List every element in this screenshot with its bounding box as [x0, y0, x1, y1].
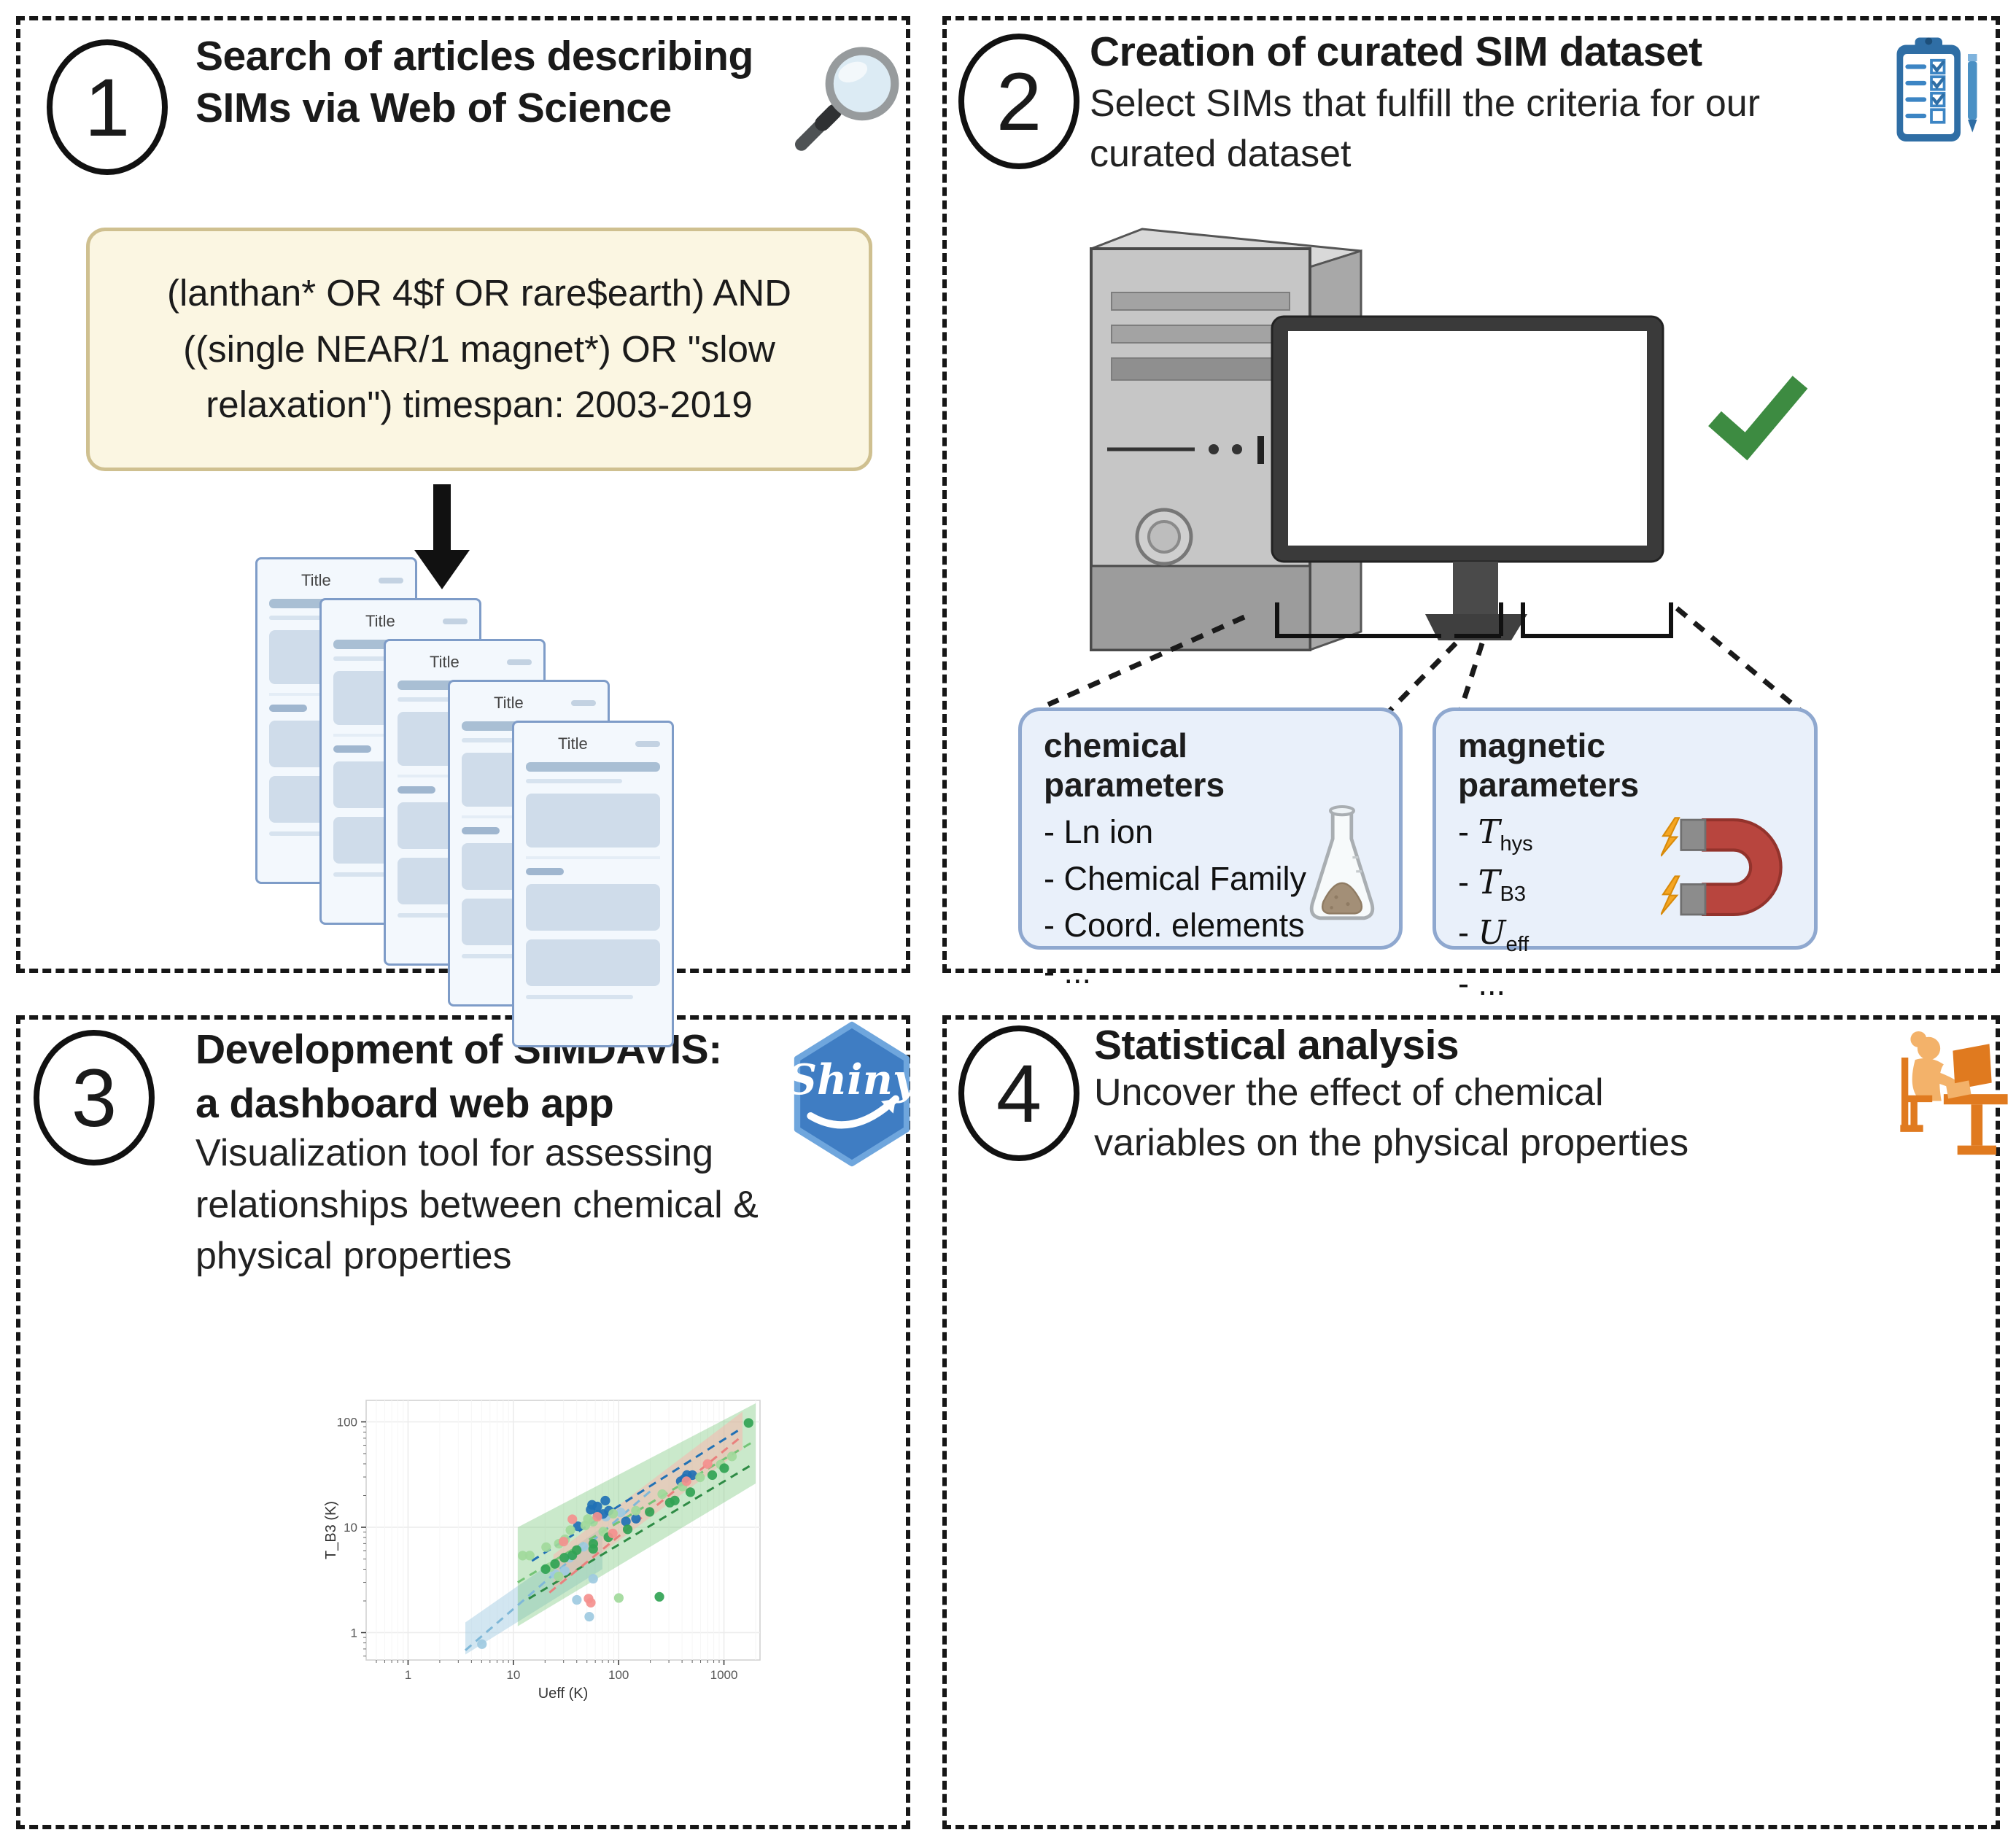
- article-pill: [462, 827, 500, 834]
- step-number-1: 1: [47, 39, 168, 175]
- clipboard-checklist-icon: [1896, 37, 1977, 141]
- chemical-parameter-item: - Ln ion: [1044, 813, 1154, 850]
- panel-2-curated-dataset: 2 Creation of curated SIM dataset Select…: [942, 16, 2000, 1002]
- svg-text:1: 1: [351, 1626, 357, 1640]
- article-card-dash: [507, 659, 532, 665]
- magnetic-parameter-item: - ...: [1458, 964, 1505, 1002]
- panel-2-subtitle: Select SIMs that fulfill the criteria fo…: [1090, 82, 1761, 176]
- article-card-dash: [635, 741, 660, 747]
- panel-4-subtitle: Uncover the effect of chemical variables…: [1094, 1071, 1689, 1165]
- svg-text:10: 10: [344, 1521, 357, 1535]
- person-at-desk-icon: [1900, 1031, 2008, 1155]
- article-line: [462, 738, 559, 742]
- panel-1-article-search: 1 Search of articles describing SIMs via…: [16, 16, 910, 1047]
- svg-text:100: 100: [608, 1668, 629, 1682]
- article-card-title: Title: [365, 612, 395, 630]
- computer-scene: [1047, 228, 1808, 722]
- article-card-header: Title: [462, 694, 596, 713]
- magnetic-parameters-box: magnetic parameters - Thys - TB3 - Ueff - .…: [1432, 707, 1818, 1002]
- dashed-connectors: [1047, 606, 1802, 722]
- article-divider: [526, 856, 660, 859]
- article-line: [526, 779, 623, 783]
- panel-1-title: Search of articles describing SIMs via W…: [195, 33, 753, 131]
- step-number-4: 4: [958, 1025, 1079, 1161]
- article-card-title: Title: [558, 734, 588, 753]
- article-block: [526, 794, 660, 848]
- check-icon: [1708, 376, 1808, 461]
- article-block: [526, 884, 660, 931]
- svg-text:100: 100: [337, 1415, 357, 1429]
- article-pill: [269, 705, 307, 712]
- panel-4-title: Statistical analysis: [1094, 1022, 1459, 1069]
- wos-query-box: (lanthan* OR 4$f OR rare$earth) AND ((si…: [86, 228, 872, 471]
- article-line: [269, 616, 366, 620]
- article-pill: [526, 868, 564, 875]
- shiny-logo-icon: Shiny: [789, 1021, 915, 1167]
- article-line: [398, 697, 495, 702]
- article-card-header: Title: [333, 612, 468, 631]
- article-line: [333, 656, 430, 661]
- flask-icon: [1309, 805, 1375, 920]
- article-card-dash: [571, 700, 596, 706]
- magnetic-parameter-item: - Thys: [1458, 813, 1533, 856]
- chemical-parameters-title: chemical parameters: [1044, 726, 1225, 804]
- article-card-header: Title: [526, 734, 660, 753]
- article-stack: Title Title Title Title Title: [255, 557, 693, 1047]
- svg-text:T_B3 (K): T_B3 (K): [324, 1501, 339, 1559]
- article-pill: [333, 745, 371, 753]
- article-block: [526, 939, 660, 986]
- chemical-parameter-item: - Coord. elements: [1044, 906, 1305, 944]
- article-card: Title: [512, 721, 674, 1047]
- article-line: [526, 995, 634, 999]
- monitor-icon: [1271, 315, 1664, 640]
- svg-text:1: 1: [405, 1668, 411, 1682]
- article-card-title: Title: [430, 653, 460, 671]
- svg-text:10: 10: [506, 1668, 520, 1682]
- article-bar: [526, 762, 660, 772]
- svg-text:Ueff (K): Ueff (K): [538, 1686, 589, 1702]
- magnetic-parameter-item: - Ueff: [1458, 913, 1530, 957]
- magnetic-parameters-title: magnetic parameters: [1458, 726, 1640, 804]
- magnetic-parameter-item: - TB3: [1458, 863, 1526, 907]
- article-pill: [398, 786, 435, 794]
- panel-2-title: Creation of curated SIM dataset: [1090, 28, 1702, 75]
- desk-bracket-lines: [1275, 602, 1673, 638]
- chemical-parameter-item: - ...: [1044, 953, 1091, 990]
- article-card-title: Title: [301, 571, 331, 589]
- panel-3-title: Development of SIMDAVIS: a dashboard web…: [195, 1026, 722, 1128]
- chemical-parameter-item: - Chemical Family: [1044, 859, 1307, 897]
- panel-3-subtitle: Visualization tool for assessing relatio…: [195, 1132, 759, 1278]
- chemical-parameters-box: chemical parameters - Ln ion - Chemical F…: [1018, 707, 1403, 990]
- article-card-header: Title: [269, 571, 403, 590]
- scatter-plot: 1 10 100 1000 1 10 100 Ueff (K) T_B3 (K): [324, 1400, 761, 1702]
- step-number-2: 2: [958, 34, 1079, 169]
- article-card-dash: [379, 578, 403, 583]
- article-card-title: Title: [494, 694, 524, 712]
- chemical-parameters-list: - Ln ion - Chemical Family - Coord. elemen…: [1044, 809, 1377, 996]
- panel-4-statistical-analysis: 4 Statistical analysis Uncover the effec…: [942, 1015, 2008, 1829]
- article-card-header: Title: [398, 653, 532, 672]
- step-number-3: 3: [34, 1030, 155, 1166]
- article-card-dash: [443, 618, 468, 624]
- svg-text:1000: 1000: [710, 1668, 738, 1682]
- magnet-icon: [1661, 817, 1783, 917]
- panel-3-simdavis-app: 3 Development of SIMDAVIS: a dashboard w…: [16, 1015, 915, 1829]
- magnetic-parameters-list: - Thys - TB3 - Ueff - ...: [1458, 809, 1792, 1007]
- magnifier-icon: [795, 47, 899, 151]
